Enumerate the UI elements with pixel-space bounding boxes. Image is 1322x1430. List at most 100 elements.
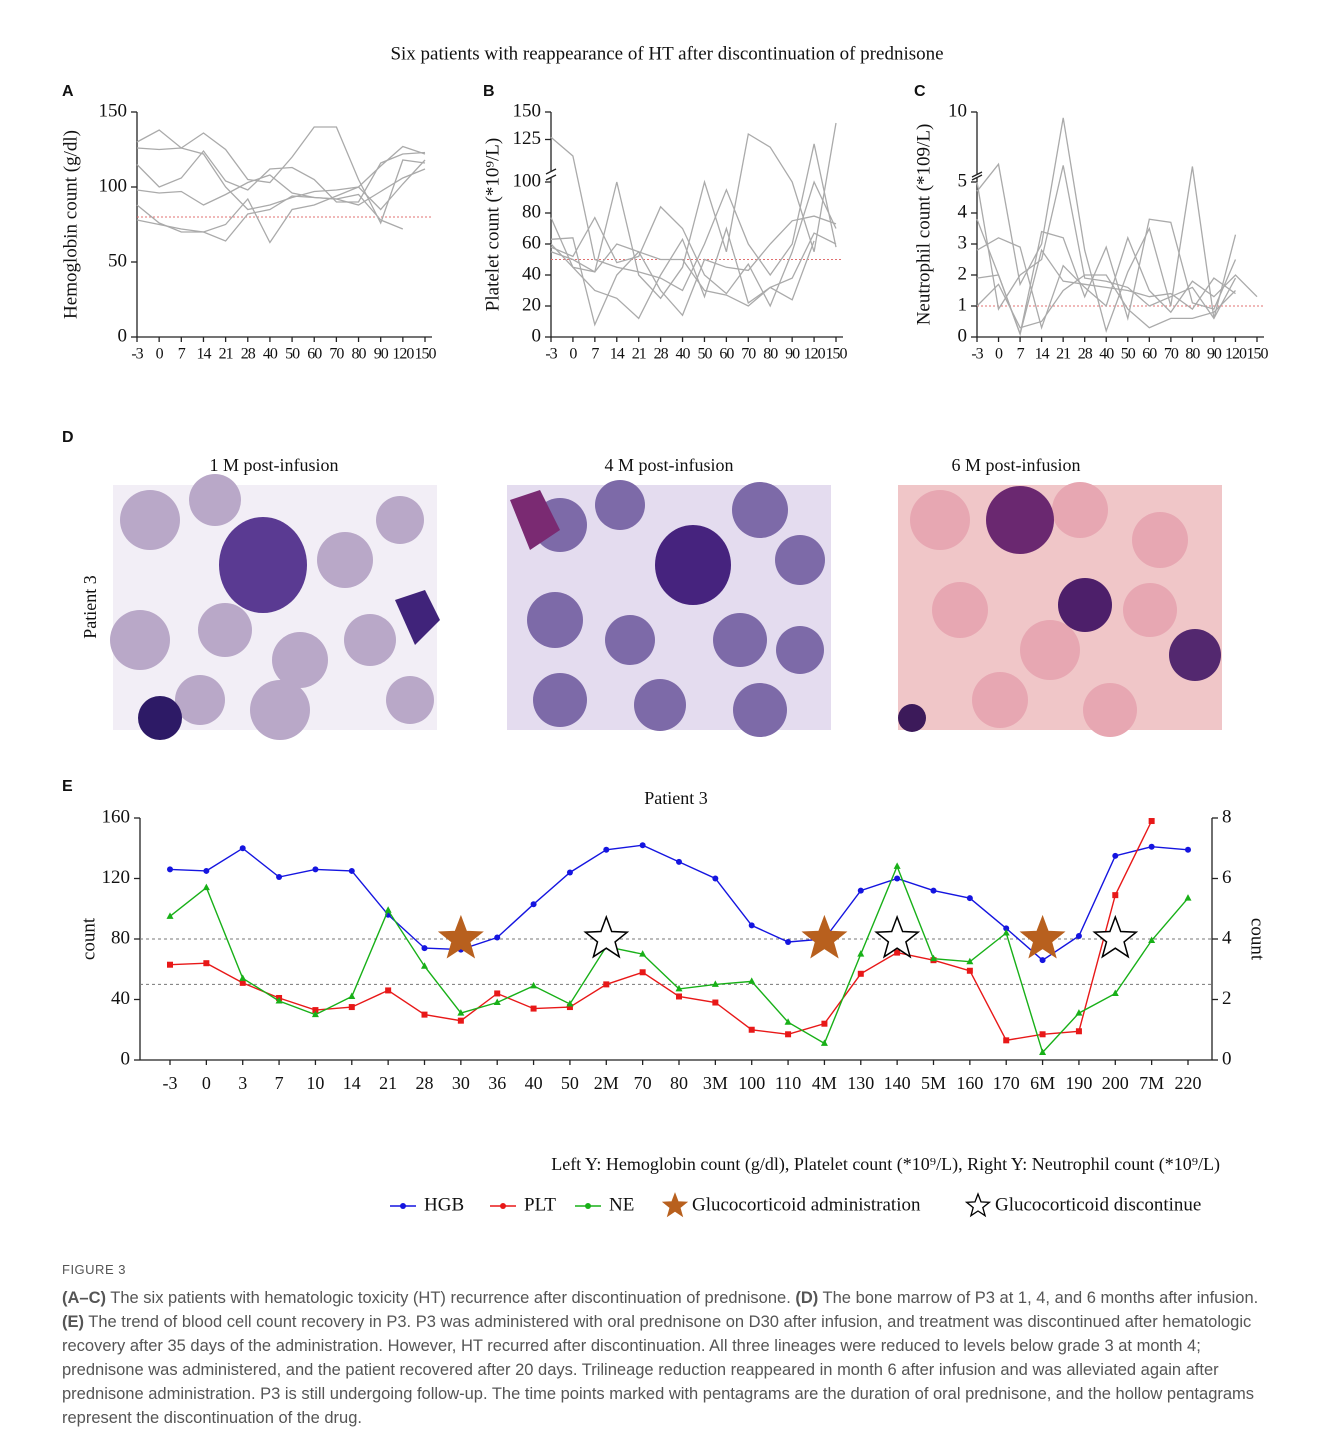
point	[1039, 1031, 1046, 1038]
point	[203, 960, 210, 967]
series-line	[550, 180, 837, 308]
x-tick-label: 100	[738, 1073, 765, 1093]
y-tick-label: 40	[522, 263, 541, 284]
legend-swatch	[500, 1203, 506, 1209]
point	[530, 901, 537, 908]
x-tick-label: 21	[379, 1073, 397, 1093]
x-tick-label: 7	[275, 1073, 284, 1093]
panel-letter: B	[483, 83, 495, 100]
point	[785, 939, 792, 946]
x-tick-label: 14	[1035, 346, 1050, 363]
point	[421, 962, 428, 969]
point	[966, 957, 974, 965]
caption: FIGURE 3 (A–C) The six patients with hem…	[62, 1258, 1284, 1430]
series-line	[136, 149, 426, 203]
caption-segment: The bone marrow of P3 at 1, 4, and 6 mon…	[818, 1289, 1259, 1307]
x-tick-label: 150	[415, 346, 437, 363]
point	[239, 979, 246, 986]
x-tick-label: -3	[545, 346, 557, 363]
x-tick-label: 90	[785, 346, 800, 363]
point	[276, 873, 283, 880]
x-tick-label: 120	[392, 346, 414, 363]
caption-segment: (D)	[795, 1289, 819, 1307]
y-tick-label: 125	[513, 128, 542, 149]
series-line	[550, 226, 815, 320]
series-line	[976, 235, 1258, 330]
y-tick-label: 4	[958, 201, 968, 222]
x-tick-label: 0	[156, 346, 164, 363]
series-line	[976, 165, 1237, 320]
x-tick-label: 190	[1065, 1073, 1092, 1093]
point	[894, 949, 901, 956]
point	[312, 866, 319, 873]
y-tick-label: 150	[513, 100, 542, 121]
y-tick-label: 0	[118, 325, 128, 346]
axis-break	[971, 171, 983, 178]
y-tick-label: 150	[99, 100, 128, 121]
point	[457, 1009, 465, 1016]
panel-letter: C	[914, 83, 926, 100]
point	[1148, 843, 1155, 850]
point	[820, 1039, 828, 1046]
marker-star	[437, 914, 484, 959]
x-tick-label: 0	[569, 346, 577, 363]
point	[1148, 936, 1156, 944]
x-tick-label: 14	[610, 346, 625, 363]
point	[1075, 1009, 1083, 1016]
point	[639, 950, 647, 957]
y-tick-label: 0	[532, 325, 542, 346]
image-title: 6 M post-infusion	[951, 455, 1080, 475]
y-tick-label: 40	[111, 988, 130, 1009]
point	[312, 1007, 319, 1014]
axis-break	[971, 174, 983, 181]
x-tick-label: 36	[488, 1073, 506, 1093]
legend-label: NE	[609, 1194, 634, 1215]
caption-segment: The six patients with hematologic toxici…	[106, 1289, 796, 1307]
x-tick-label: 40	[525, 1073, 543, 1093]
y2-tick-label: 0	[1222, 1048, 1232, 1069]
figure-title: Six patients with reappearance of HT aft…	[390, 43, 943, 64]
point	[1112, 852, 1119, 859]
axis-break	[545, 168, 557, 175]
point	[421, 945, 428, 952]
point	[457, 1017, 464, 1024]
x-tick-label: 150	[826, 346, 848, 363]
x-tick-label: 90	[1207, 346, 1222, 363]
series-line	[169, 864, 1189, 1054]
x-tick-label: 50	[1121, 346, 1136, 363]
y-axis-label: count	[78, 917, 99, 960]
point	[167, 866, 173, 873]
y2-tick-label: 8	[1222, 806, 1232, 827]
x-tick-label: 40	[263, 346, 278, 363]
x-tick-label: 200	[1102, 1073, 1129, 1093]
x-tick-label: 150	[1247, 346, 1269, 363]
legend-swatch	[585, 1203, 591, 1209]
x-tick-label: 70	[741, 346, 756, 363]
legend-label: Glucocorticoid administration	[692, 1194, 921, 1215]
x-tick-label: 2M	[594, 1073, 619, 1093]
y2-axis-label: count	[1247, 918, 1268, 961]
point	[494, 990, 501, 997]
point	[311, 1010, 319, 1018]
point	[1075, 932, 1082, 939]
axis-note: Left Y: Hemoglobin count (g/dl), Platele…	[551, 1154, 1220, 1175]
point	[748, 977, 756, 984]
x-tick-label: 7	[178, 346, 186, 363]
y-tick-label: 3	[958, 232, 968, 253]
x-tick-label: 140	[884, 1073, 911, 1093]
x-tick-label: 50	[561, 1073, 579, 1093]
point	[784, 1018, 792, 1025]
point	[239, 974, 247, 981]
x-tick-label: 50	[697, 346, 712, 363]
point	[603, 981, 610, 988]
x-tick-label: 3M	[703, 1073, 728, 1093]
x-tick-label: 80	[352, 346, 367, 363]
x-tick-label: 120	[1225, 346, 1247, 363]
image-title: 4 M post-infusion	[604, 455, 733, 475]
point	[639, 969, 646, 976]
x-tick-label: 7	[591, 346, 599, 363]
y-tick-label: 100	[99, 175, 128, 196]
point	[421, 1011, 428, 1018]
y-tick-label: 60	[522, 232, 541, 253]
